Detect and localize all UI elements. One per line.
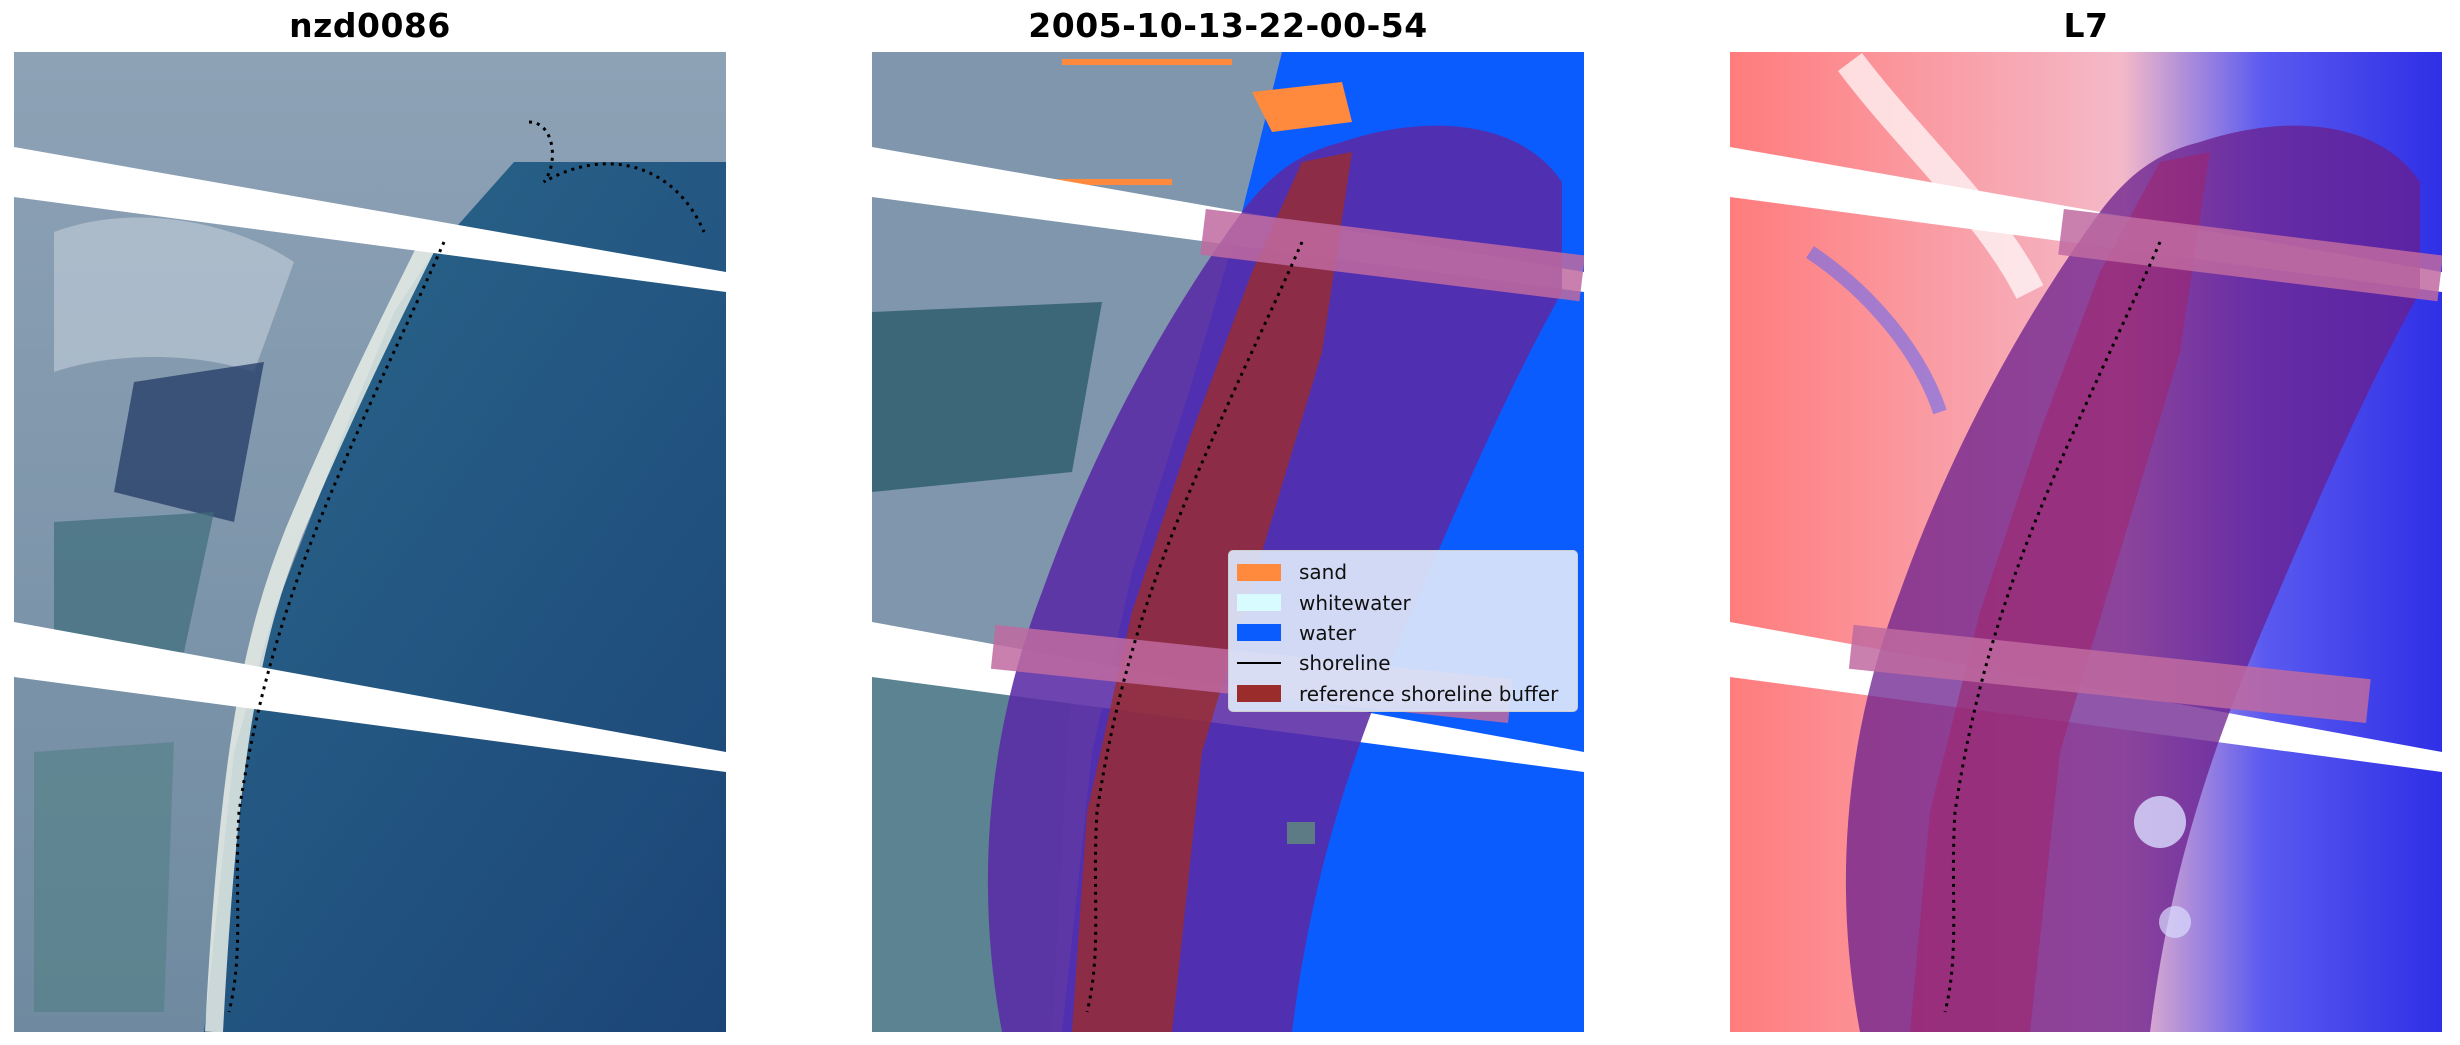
- sand-swatch: [1237, 563, 1281, 581]
- legend-item-sand: sand: [1237, 557, 1569, 587]
- legend-label: shoreline: [1299, 651, 1391, 676]
- legend-label: water: [1299, 620, 1356, 645]
- water-swatch: [1237, 624, 1281, 642]
- whitewater-swatch: [1237, 594, 1281, 612]
- legend-label: sand: [1299, 560, 1348, 585]
- legend-item-reference-buffer: reference shoreline buffer: [1237, 679, 1569, 709]
- buffer-swatch: [1237, 685, 1281, 703]
- legend-item-shoreline: shoreline: [1237, 648, 1569, 678]
- legend: sand whitewater water shoreline referenc…: [1228, 550, 1578, 712]
- shoreline-line-swatch: [1237, 662, 1281, 665]
- satellite-rgb-image: [14, 52, 726, 1032]
- legend-item-whitewater: whitewater: [1237, 587, 1569, 617]
- legend-label: whitewater: [1299, 590, 1411, 615]
- panel-title-rgb: nzd0086: [289, 6, 451, 45]
- classification-image: [872, 52, 1584, 1032]
- legend-label: reference shoreline buffer: [1299, 681, 1559, 706]
- index-image: [1730, 52, 2442, 1032]
- panel-title-index: L7: [2063, 6, 2109, 45]
- legend-item-water: water: [1237, 618, 1569, 648]
- panel-title-classification: 2005-10-13-22-00-54: [1028, 6, 1428, 45]
